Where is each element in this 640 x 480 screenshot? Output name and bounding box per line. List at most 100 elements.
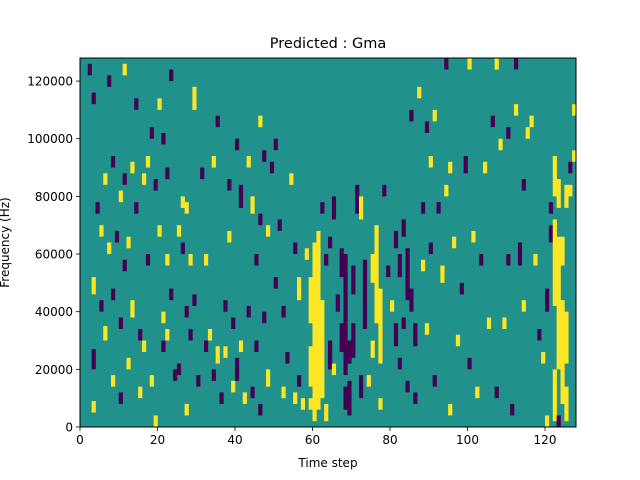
x-tick-label: 100 (456, 433, 479, 447)
heatmap-cell (339, 248, 344, 278)
heatmap-cells (87, 58, 577, 427)
heatmap-cell (231, 380, 236, 393)
heatmap-cell (436, 202, 441, 214)
heatmap-cell (335, 294, 340, 312)
heatmap-cell (312, 242, 317, 422)
heatmap-cell (362, 259, 368, 329)
heatmap-cell (266, 225, 271, 237)
heatmap-cell (308, 346, 313, 387)
heatmap-cell (219, 392, 224, 404)
heatmap-cell (444, 58, 449, 70)
heatmap-cell (417, 86, 422, 99)
heatmap-cell (204, 254, 209, 266)
heatmap-cell (157, 98, 162, 110)
heatmap-cell (564, 386, 569, 422)
heatmap-cell (254, 340, 259, 353)
heatmap-cell (324, 403, 329, 422)
heatmap-cell (428, 156, 433, 168)
heatmap-cell (91, 349, 96, 370)
heatmap-cell (87, 63, 92, 76)
heatmap-cell (413, 392, 418, 404)
heatmap-cell (266, 369, 271, 387)
heatmap-cell (122, 63, 127, 76)
heatmap-cell (471, 230, 476, 243)
heatmap-cell (161, 132, 166, 145)
heatmap-cell (176, 225, 182, 237)
heatmap-cell (560, 300, 565, 404)
heatmap-cell (444, 184, 449, 197)
heatmap-cell (568, 184, 573, 197)
heatmap-cell (331, 363, 337, 376)
heatmap-cell (246, 156, 251, 168)
heatmap-cell (285, 352, 290, 364)
heatmap-cell (374, 225, 379, 324)
heatmap-cell (111, 375, 116, 387)
heatmap-cell (506, 127, 511, 139)
heatmap-cell (339, 323, 344, 353)
x-tick-label: 120 (534, 433, 557, 447)
y-tick-label: 20000 (35, 363, 73, 377)
x-tick-label: 80 (382, 433, 397, 447)
heatmap-cell (103, 173, 108, 185)
heatmap-cell (308, 277, 313, 324)
heatmap-cell (409, 288, 414, 312)
heatmap-cell (401, 317, 406, 329)
heatmap-cell (533, 254, 538, 266)
heatmap-cell (118, 392, 123, 404)
heatmap-cell (537, 328, 542, 341)
heatmap-cell (223, 346, 228, 358)
heatmap-cell (428, 242, 433, 255)
heatmap-cell (235, 357, 240, 381)
heatmap-cell (262, 311, 267, 324)
heatmap-cell (293, 392, 298, 404)
heatmap-cell (359, 196, 364, 220)
y-axis-label: Frequency (Hz) (0, 197, 12, 288)
heatmap-cell (552, 369, 557, 422)
heatmap-cell (405, 380, 410, 393)
heatmap-cell (180, 196, 185, 208)
heatmap-cell (541, 352, 546, 364)
heatmap-cell (448, 403, 453, 416)
heatmap-cell (297, 375, 302, 387)
heatmap-cell (316, 230, 321, 410)
heatmap-cell (227, 179, 232, 191)
heatmap-cell (99, 300, 104, 312)
heatmap-cell (452, 236, 457, 249)
heatmap-cell (328, 340, 333, 370)
heatmap-cell (424, 121, 430, 133)
heatmap-cell (165, 328, 170, 341)
heatmap-cell (192, 294, 197, 306)
heatmap-cell (134, 202, 139, 214)
heatmap-cell (463, 156, 468, 174)
heatmap-cell (215, 346, 220, 364)
heatmap-cell (320, 202, 325, 214)
heatmap-cell (455, 334, 461, 347)
heatmap-cell (157, 225, 162, 237)
heatmap-cell (173, 369, 178, 381)
heatmap-cell (145, 156, 151, 168)
heatmap-cell (351, 265, 356, 295)
heatmap-cell (277, 219, 282, 231)
heatmap-cell (409, 109, 414, 122)
heatmap-cell (289, 173, 294, 185)
heatmap-cell (107, 75, 112, 87)
heatmap-cell (126, 236, 131, 249)
heatmap-cell (258, 403, 263, 416)
heatmap-cell (126, 357, 131, 370)
y-tick-label: 120000 (27, 75, 73, 89)
heatmap-cell (250, 196, 255, 214)
y-tick-label: 100000 (27, 132, 73, 146)
heatmap-cell (467, 357, 472, 370)
heatmap-cell (200, 167, 205, 180)
heatmap-cell (548, 225, 554, 243)
heatmap-cell (560, 236, 565, 266)
heatmap-cell (246, 305, 251, 318)
heatmap-cell (111, 156, 116, 168)
heatmap-cell (378, 288, 383, 364)
heatmap-cell (145, 254, 151, 266)
heatmap-cell (91, 401, 96, 413)
x-axis: 0 20 40 60 80 100 120 (76, 427, 556, 447)
y-tick-label: 60000 (35, 248, 73, 262)
heatmap-cell (486, 317, 492, 329)
heatmap-cell (552, 219, 557, 306)
